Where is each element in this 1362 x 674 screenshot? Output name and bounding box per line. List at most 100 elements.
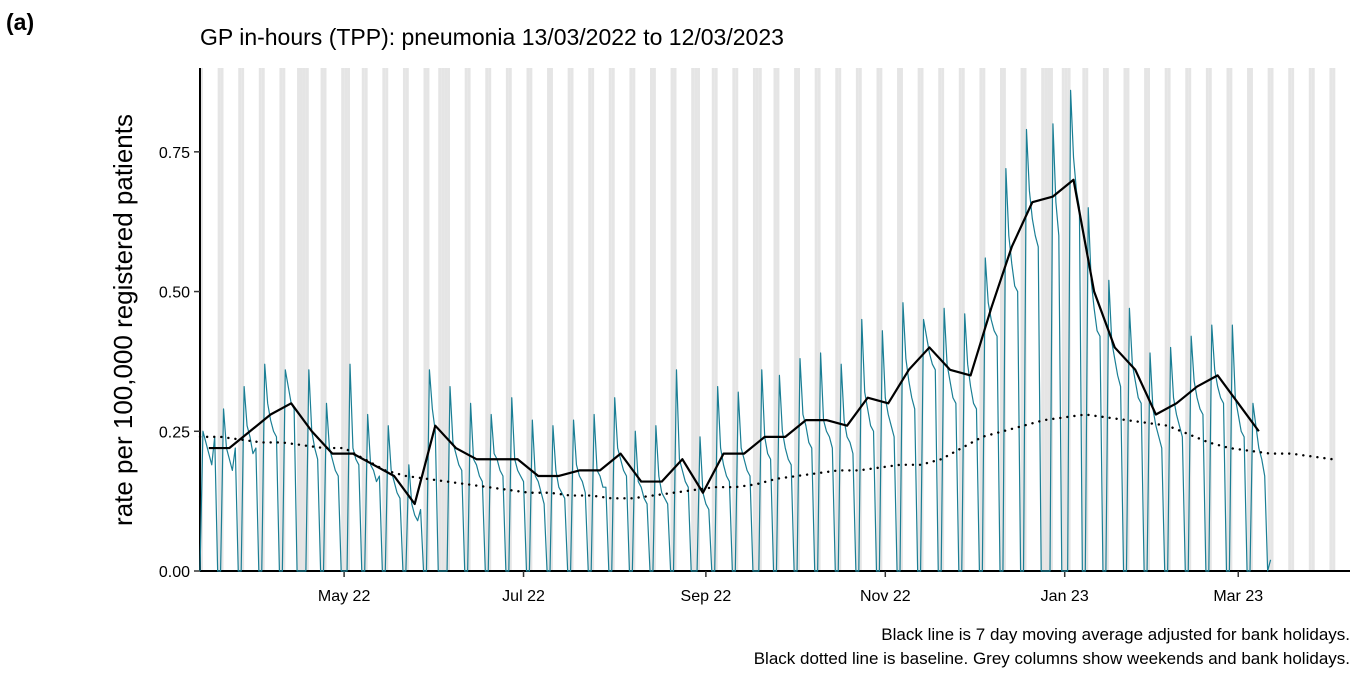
weekend-column [200,68,203,571]
weekend-column [320,68,324,571]
x-tick-label: Jul 22 [502,588,545,605]
weekend-column [300,68,303,571]
weekend-column [1270,68,1274,571]
bank-holiday-column [297,68,300,571]
weekend-column [488,68,492,571]
weekend-column [1185,68,1189,571]
chart-title: GP in-hours (TPP): pneumonia 13/03/2022 … [200,24,784,50]
weekend-column [1061,68,1065,571]
weekend-column [652,68,656,571]
weekend-column [302,68,306,571]
weekend-column [1311,68,1315,571]
weekend-column [611,68,615,571]
weekend-column [447,68,450,571]
weekend-column [402,68,406,571]
weekend-column [773,68,777,571]
weekend-column [814,68,818,571]
weekend-column [529,68,533,571]
weekend-column [238,68,242,571]
weekend-column [941,68,945,571]
bank-holiday-column [441,68,445,571]
weekend-column [505,68,509,571]
weekend-column [1000,68,1003,571]
weekend-column [220,68,224,571]
y-tick-label: 0.50 [159,285,190,302]
weekend-column [979,68,983,571]
x-tick-label: Mar 23 [1213,588,1263,605]
weekend-column [1208,68,1212,571]
weekend-column [917,68,921,571]
bank-holiday-column [305,68,309,571]
weekend-column [900,68,903,571]
weekend-column [567,68,571,571]
weekend-column [1144,68,1148,571]
weekend-column [876,68,880,571]
weekend-column [1147,68,1150,571]
series-line [199,89,1272,572]
weekend-column [1020,68,1024,571]
weekend-column [508,68,512,571]
weekend-column [1291,68,1295,571]
caption: Black dotted line is baseline. Grey colu… [754,649,1350,668]
x-tick-label: Jan 23 [1041,588,1089,605]
weekend-column [776,68,780,571]
weekend-column [1044,68,1048,571]
weekend-column [897,68,900,571]
weekend-column [629,68,633,571]
weekend-column [364,68,368,571]
weekend-column [608,68,612,571]
weekend-column [694,68,698,571]
weekend-column [1188,68,1192,571]
weekend-column [958,68,962,571]
weekend-column [858,68,862,571]
weekend-column [961,68,965,571]
weekend-column [385,68,389,571]
weekend-column [570,68,574,571]
bank-holiday-column [1047,68,1050,571]
weekend-column [526,68,530,571]
weekend-column [1288,68,1292,571]
weekend-column [323,68,327,571]
weekend-column [794,68,798,571]
weekend-column [879,68,883,571]
weekend-column [341,68,345,571]
weekend-column [838,68,842,571]
weekend-column [485,68,489,571]
weekend-column [938,68,942,571]
weekend-column [464,68,468,571]
weekend-column [258,68,262,571]
weekend-column [1167,68,1171,571]
weekend-column [1329,68,1333,571]
x-tick-label: Nov 22 [860,588,911,605]
weekend-column [241,68,245,571]
weekend-column [982,68,986,571]
bank-holiday-column [438,68,442,571]
weekend-column [547,68,550,571]
weekend-column [279,68,283,571]
y-tick-label: 0.25 [159,424,190,441]
weekend-column [1164,68,1168,571]
weekend-column [1226,68,1230,571]
weekend-column [691,68,695,571]
weekend-column [382,68,386,571]
y-axis-title: rate per 100,000 registered patients [108,114,138,526]
weekend-column [405,68,409,571]
bank-holiday-column [347,68,350,571]
weekend-column [550,68,553,571]
weekend-column [282,68,286,571]
shading [200,68,1336,571]
panel-label: (a) [6,9,34,35]
weekend-column [1123,68,1127,571]
weekend-column [752,68,756,571]
caption: Black line is 7 day moving average adjus… [881,625,1350,644]
weekend-column [1332,68,1336,571]
weekend-column [444,68,448,571]
x-tick-label: Sep 22 [681,588,732,605]
weekend-column [261,68,265,571]
weekend-column [426,68,430,571]
weekend-column [1205,68,1209,571]
weekend-column [735,68,739,571]
weekend-column [467,68,471,571]
weekend-column [1250,68,1253,571]
weekend-column [1126,68,1130,571]
